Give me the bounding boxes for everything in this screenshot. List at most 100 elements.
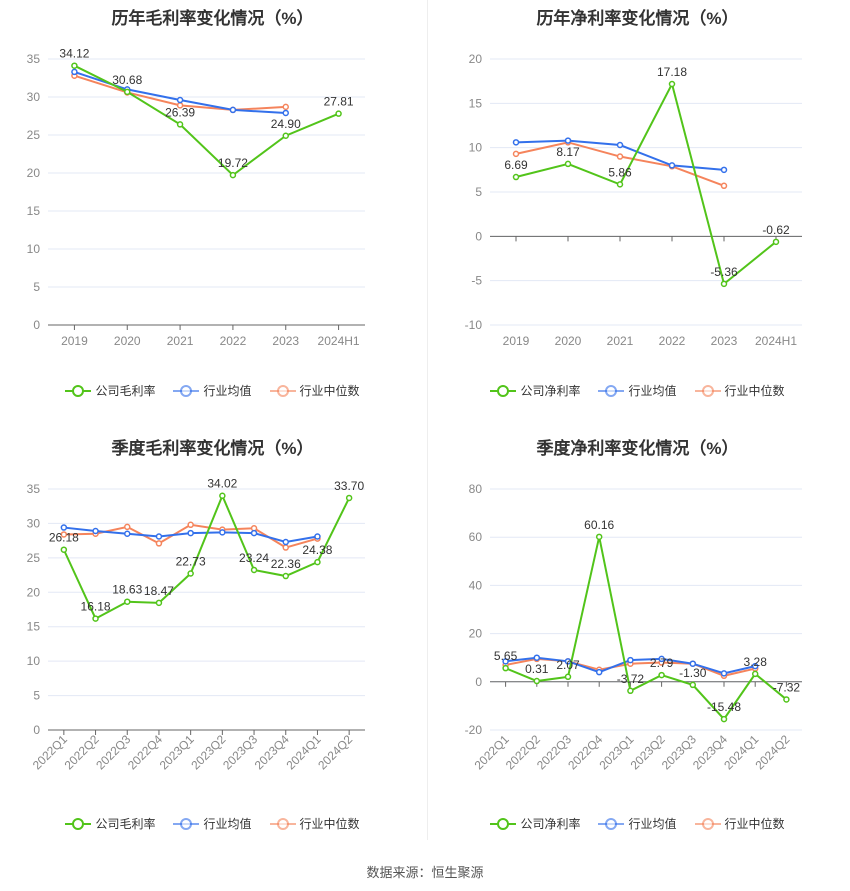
data-point	[155, 540, 163, 547]
series-line	[73, 64, 339, 177]
data-point	[512, 173, 520, 181]
legend-item[interactable]: 行业均值	[598, 815, 677, 832]
data-point	[533, 677, 541, 685]
series-line	[62, 493, 351, 620]
data-label: -7.32	[773, 680, 801, 694]
data-point	[250, 529, 258, 537]
data-point	[155, 599, 163, 607]
x-tick-label: 2023	[711, 334, 738, 348]
legend-item[interactable]: 行业均值	[598, 382, 677, 399]
legend-item[interactable]: 公司净利率	[490, 382, 580, 399]
data-point	[219, 529, 226, 536]
data-label: 16.18	[81, 600, 111, 614]
data-label: -1.30	[679, 666, 707, 680]
y-tick-label: 0	[33, 318, 40, 332]
data-label: 19.72	[218, 156, 248, 170]
data-point	[751, 670, 759, 678]
legend-item[interactable]: 行业中位数	[269, 815, 360, 832]
legend-item[interactable]: 公司净利率	[490, 815, 580, 832]
data-label: 5.65	[494, 649, 518, 663]
y-tick-label: 10	[27, 242, 41, 256]
y-tick-label: -5	[471, 274, 482, 288]
series-line	[515, 81, 777, 286]
chart-title: 历年净利率变化情况（%）	[536, 9, 739, 28]
data-point	[616, 153, 624, 160]
x-tick-label: 2020	[555, 334, 582, 348]
data-point	[219, 492, 226, 499]
chart-svg: -10 -5 0 5 10 15 20 2019 2020 2021 2022 2023 2024H1 6…	[465, 52, 802, 348]
data-point	[345, 494, 353, 502]
y-tick-label: -20	[465, 723, 483, 737]
data-point	[124, 530, 131, 538]
data-point	[71, 62, 78, 69]
chart-panel: 历年毛利率变化情况（%） 0 5 10 15 20 25 30 35 2019 2020 2021 20…	[0, 0, 425, 430]
data-point	[564, 137, 572, 144]
y-tick-label: 30	[27, 516, 41, 530]
y-tick-label: 30	[27, 90, 41, 104]
y-tick-label: 10	[27, 654, 41, 668]
data-label: 34.12	[59, 47, 89, 61]
y-tick-label: 35	[27, 482, 41, 496]
y-tick-label: 15	[27, 204, 41, 218]
data-label: 26.39	[165, 105, 195, 119]
legend-item[interactable]: 行业均值	[173, 815, 252, 832]
data-label: -15.48	[707, 700, 741, 714]
data-point	[176, 121, 184, 128]
x-tick-label: 2023	[272, 334, 299, 348]
data-label: -3.72	[617, 672, 645, 686]
legend-item[interactable]: 公司毛利率	[65, 382, 155, 399]
data-point	[658, 671, 665, 679]
legend-line-icon	[490, 384, 517, 397]
data-point	[658, 655, 665, 663]
legend-label: 行业均值	[628, 817, 677, 831]
legend-line-icon	[269, 817, 296, 830]
chart-svg: 0 5 10 15 20 25 30 35 2019 2020 2021 2022 2023 2024H1…	[27, 47, 365, 348]
data-label: 24.90	[271, 117, 301, 131]
y-tick-label: 35	[27, 52, 41, 66]
data-point	[229, 106, 237, 114]
data-label: 33.70	[334, 479, 364, 493]
data-label: 23.24	[239, 551, 269, 565]
legend-label: 公司毛利率	[95, 384, 156, 398]
legend-label: 行业中位数	[724, 384, 785, 398]
data-point	[772, 238, 780, 246]
legend-label: 行业均值	[628, 384, 677, 398]
data-label: 34.02	[207, 477, 237, 491]
data-point	[564, 160, 572, 168]
data-point	[60, 546, 68, 553]
data-point	[512, 139, 520, 146]
chart-title: 季度净利率变化情况（%）	[536, 439, 739, 458]
legend-label: 公司毛利率	[95, 817, 156, 831]
chart-title: 季度毛利率变化情况（%）	[111, 439, 314, 458]
y-tick-label: 25	[27, 551, 41, 565]
legend-item[interactable]: 行业中位数	[694, 382, 785, 399]
data-point	[627, 687, 634, 695]
legend-line-icon	[694, 384, 721, 397]
data-label: 2.79	[650, 656, 674, 670]
data-point	[627, 656, 634, 664]
data-point	[187, 521, 194, 529]
legend-item[interactable]: 行业均值	[173, 382, 252, 399]
legend-item[interactable]: 行业中位数	[269, 382, 360, 399]
legend-label: 行业中位数	[724, 817, 785, 831]
data-label: -5.36	[710, 265, 738, 279]
chart-svg: 051015202530352022Q12022Q22022Q32022Q420…	[27, 477, 365, 772]
data-label: 18.47	[144, 584, 174, 598]
data-label: 22.36	[271, 557, 301, 571]
data-label: 22.73	[176, 554, 206, 568]
y-tick-label: 5	[475, 185, 482, 199]
legend-line-icon	[173, 384, 200, 397]
chart-legend: 公司净利率 行业均值 行业中位数	[425, 815, 850, 832]
chart-panel: 季度毛利率变化情况（%） 0 5 10 15 20 25 30 35 2022Q1 2022Q2 20…	[0, 430, 425, 860]
legend-item[interactable]: 行业中位数	[694, 815, 785, 832]
data-label: 30.68	[112, 73, 142, 87]
data-point	[595, 533, 603, 541]
chart-legend: 公司毛利率 行业均值 行业中位数	[0, 382, 425, 399]
legend-line-icon	[490, 817, 517, 830]
data-label: 26.18	[49, 531, 79, 545]
data-label: 2.07	[556, 658, 580, 672]
legend-label: 行业中位数	[299, 384, 360, 398]
panel-divider	[427, 0, 428, 840]
x-tick-label: 2024Q2	[752, 732, 792, 772]
legend-item[interactable]: 公司毛利率	[65, 815, 155, 832]
